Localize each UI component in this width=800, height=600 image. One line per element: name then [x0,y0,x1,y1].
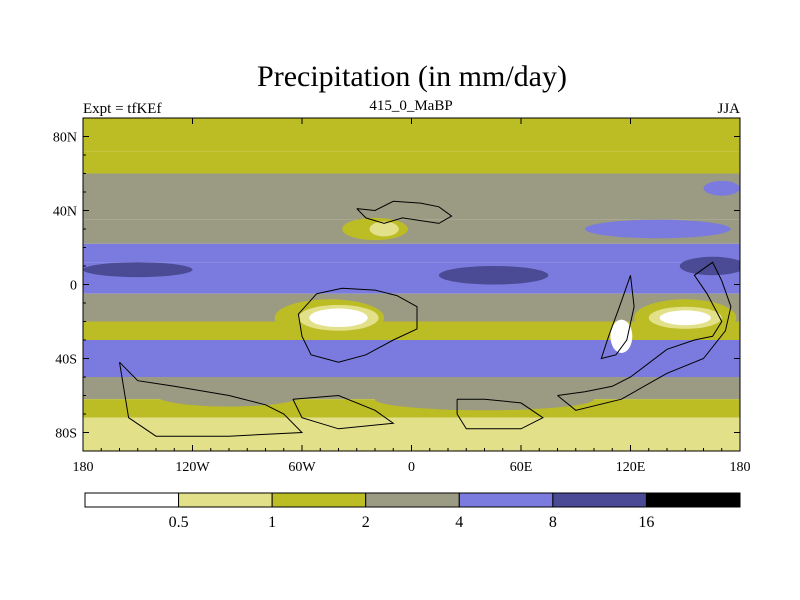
x-tick-label-5: 120E [616,460,646,475]
x-tick-label-4: 60E [510,460,533,475]
precip-region-11 [659,310,711,326]
zonal-band-8 [83,340,740,377]
precip-region-5 [369,221,399,237]
precip-region-2 [679,256,740,276]
x-tick-label-6: 180 [730,460,751,475]
x-tick-label-3: 0 [408,460,415,475]
subtitle-left: Expt = tfKEf [83,101,161,117]
continent-outline-0 [356,200,453,224]
continent-outline-4 [557,261,732,411]
precip-region-12 [610,319,633,353]
x-tick-label-1: 120W [175,460,210,475]
continent-outline-2 [119,361,304,437]
precip-region-3 [584,219,731,239]
legend-swatch-4 [458,492,554,508]
continent-outline-6 [456,398,544,430]
chart-title: Precipitation (in mm/day) [257,60,567,93]
subtitle-center: 415_0_MaBP [369,98,452,114]
legend-swatch-6 [645,492,741,508]
legend-level-label-1: 1 [268,514,276,531]
legend-swatch-3 [365,492,460,508]
precip-region-15 [703,180,740,196]
y-tick-label-0: 80N [53,131,77,146]
zonal-band-2 [83,173,740,220]
legend-level-label-4: 8 [549,514,557,531]
legend-swatch-1 [178,492,273,508]
legend-swatch-2 [271,492,367,508]
subtitle-right: JJA [717,101,740,117]
zonal-band-4 [83,243,740,263]
legend-level-label-2: 2 [362,514,370,531]
precip-region-1 [438,266,549,285]
continent-outline-1 [297,287,418,363]
x-tick-label-2: 60W [288,460,316,475]
y-tick-label-2: 0 [70,279,77,294]
legend-swatch-5 [552,492,647,508]
continent-outline-5 [600,275,635,360]
precipitation-field [83,118,740,451]
legend-swatch-0 [84,492,180,508]
zonal-band-6 [83,293,740,322]
legend-level-label-3: 4 [455,514,463,531]
color-legend: 0.5 1 2 4 8 16 [84,492,741,531]
zonal-band-7 [83,321,740,340]
y-tick-label-3: 40S [55,353,77,368]
legend-level-label-0: 0.5 [169,514,189,531]
legend-level-label-5: 16 [638,514,654,531]
zonal-band-1 [83,151,740,174]
x-tick-label-0: 180 [73,460,94,475]
continent-outline-3 [292,394,395,430]
continent-outlines [119,200,732,437]
precip-region-0 [83,262,193,278]
y-tick-label-4: 80S [55,427,77,442]
axis-ticks: 180 120W 60W 0 60E 120E 180 80N 40N 0 40S 80S [53,118,751,475]
precip-region-8 [309,308,368,328]
y-tick-label-1: 40N [53,205,77,220]
